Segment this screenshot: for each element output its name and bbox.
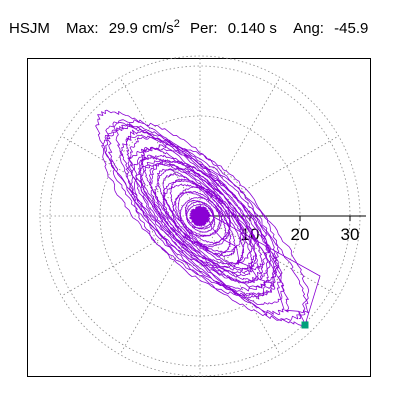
grid-spoke-150 [61,135,201,217]
end-marker-group [301,321,309,329]
grid-spoke-60 [199,77,281,217]
grid-spoke-210 [61,215,201,297]
particle-trace-path [95,109,321,326]
radial-tick-label-30: 30 [341,225,360,244]
grid-spoke-240 [119,215,201,355]
angle-value: -45.9 [334,20,369,37]
radial-tick-label-20: 20 [291,225,310,244]
grid-spoke-30 [199,135,339,217]
plot-frame [27,58,371,377]
grid-spoke-120 [119,77,201,217]
grid-spoke-300 [199,215,281,355]
end-marker [301,321,309,329]
angle-label: Ang: [293,20,324,37]
period-value: 0.140 s [227,20,277,37]
max-label: Max: [66,20,99,37]
station-code: HSJM [9,20,50,37]
max-value: 29.9 cm/s [108,20,174,37]
chart-header: HSJM Max: 29.9 cm/s2 Per: 0.140 s Ang: -… [9,18,368,37]
period-label: Per: [190,20,218,37]
max-unit-exponent: 2 [173,18,180,30]
particle-trace [95,109,321,326]
